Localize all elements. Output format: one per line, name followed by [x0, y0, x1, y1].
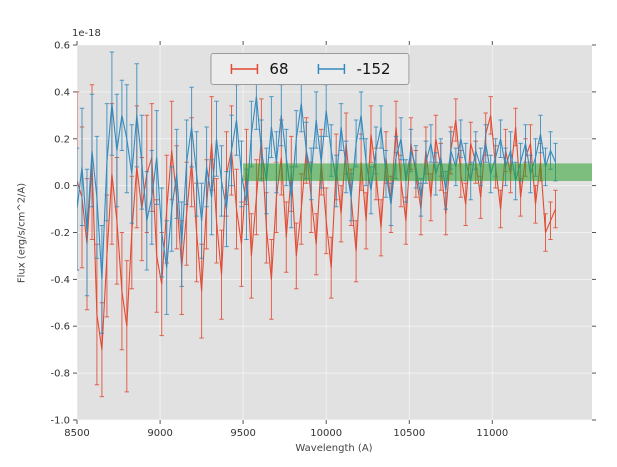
errorbar-glyph-blue-icon — [317, 64, 346, 74]
svg-text:9500: 9500 — [230, 428, 255, 439]
svg-text:-0.4: -0.4 — [50, 275, 70, 286]
x-axis-title: Wavelength (A) — [295, 443, 373, 454]
svg-text:-0.2: -0.2 — [50, 228, 70, 239]
svg-text:8500: 8500 — [64, 428, 89, 439]
svg-text:11000: 11000 — [476, 428, 508, 439]
svg-text:0.2: 0.2 — [54, 134, 70, 145]
legend-label-68: 68 — [269, 60, 289, 78]
errorbar-glyph-red-icon — [230, 64, 259, 74]
svg-text:-1.0: -1.0 — [50, 416, 70, 427]
y-axis-offset-label: 1e-18 — [72, 28, 101, 39]
svg-text:10500: 10500 — [393, 428, 425, 439]
svg-text:0.6: 0.6 — [54, 41, 70, 52]
legend-entry-minus152: -152 — [317, 60, 391, 78]
svg-text:9000: 9000 — [147, 428, 172, 439]
legend-label-minus152: -152 — [356, 60, 391, 78]
svg-text:0.0: 0.0 — [54, 181, 70, 192]
legend-entry-68: 68 — [229, 60, 289, 78]
legend: 68 -152 — [210, 53, 410, 85]
y-axis-title: Flux (erg/s/cm^2/A) — [16, 182, 28, 284]
svg-text:-0.6: -0.6 — [50, 322, 70, 333]
svg-text:-0.8: -0.8 — [50, 369, 70, 380]
svg-text:10000: 10000 — [310, 428, 342, 439]
svg-text:0.4: 0.4 — [54, 87, 70, 98]
